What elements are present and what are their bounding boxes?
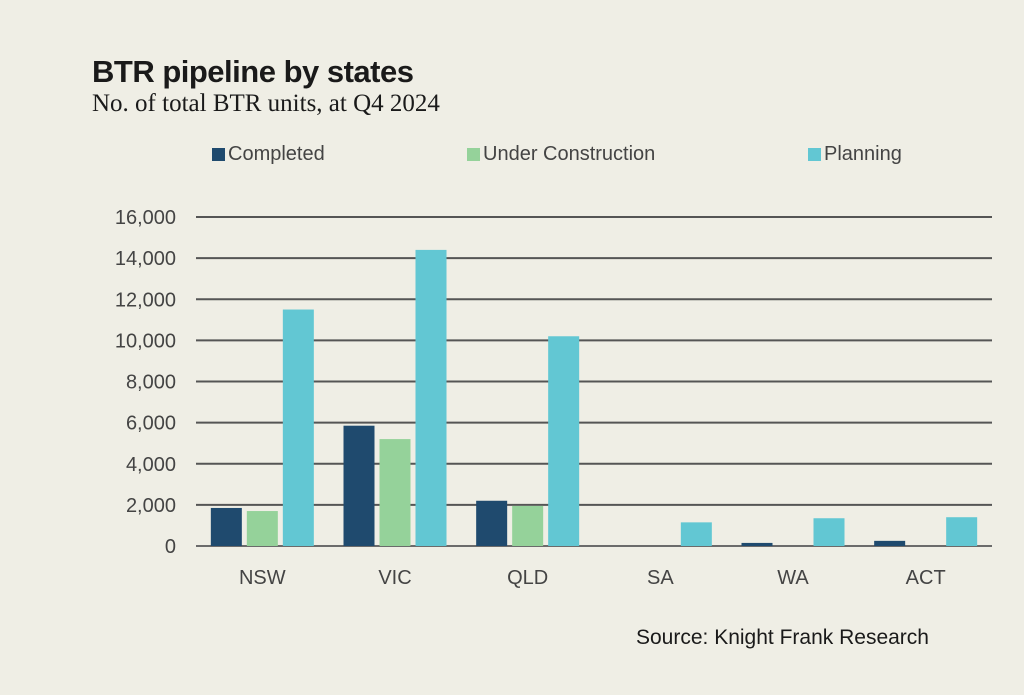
y-tick-label: 4,000 [126,454,176,476]
bar-completed-qld [476,500,508,546]
legend-item-planning: Planning [808,143,902,166]
legend-swatch-planning [808,148,821,161]
legend-item-under-construction: Under Construction [467,143,655,166]
y-tick-label: 14,000 [115,248,176,270]
legend-label-planning: Planning [824,143,902,165]
bar-under-construction-qld [512,505,544,546]
bar-completed-act [874,540,906,546]
bar-completed-wa [741,542,773,546]
x-tick-label: WA [777,567,809,589]
bar-completed-vic [343,425,375,546]
bar-planning-sa [680,522,712,546]
x-tick-label: NSW [239,567,286,589]
source-note: Source: Knight Frank Research [636,626,929,649]
y-tick-label: 0 [165,536,176,558]
x-tick-label: QLD [507,567,548,589]
y-tick-label: 2,000 [126,495,176,517]
bar-planning-nsw [282,309,314,546]
bar-completed-nsw [210,507,242,546]
legend-swatch-under-construction [467,148,480,161]
bar-planning-vic [415,249,447,546]
x-tick-label: VIC [378,567,411,589]
y-tick-label: 6,000 [126,413,176,435]
bar-planning-act [946,517,978,546]
y-tick-label: 16,000 [115,207,176,229]
legend-item-completed: Completed [212,143,325,166]
legend-label-under-construction: Under Construction [483,143,656,165]
bar-under-construction-nsw [246,511,278,546]
bar-under-construction-vic [379,439,411,546]
x-tick-label: SA [647,567,674,589]
y-tick-label: 10,000 [115,330,176,352]
legend-label-completed: Completed [228,143,325,165]
legend-swatch-completed [212,148,225,161]
x-tick-label: ACT [906,567,946,589]
bar-planning-wa [813,518,845,546]
chart-title: BTR pipeline by states [92,54,414,89]
y-tick-label: 12,000 [115,289,176,311]
bar-planning-qld [548,336,580,546]
chart-subtitle: No. of total BTR units, at Q4 2024 [92,90,440,117]
y-tick-label: 8,000 [126,372,176,394]
